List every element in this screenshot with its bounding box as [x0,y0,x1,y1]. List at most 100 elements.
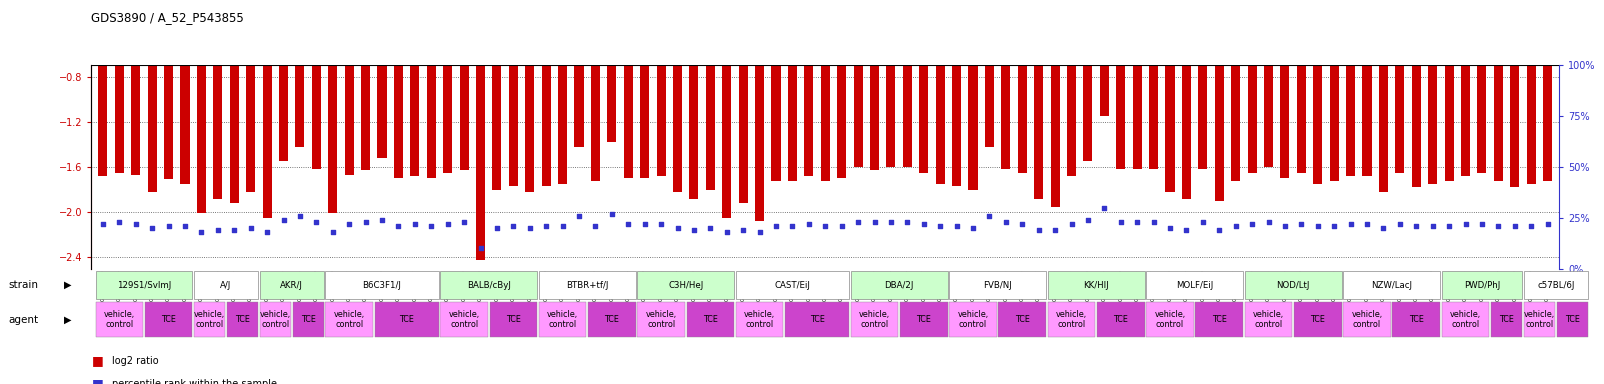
Point [1059,221,1084,227]
Point [1485,223,1511,229]
Point [1027,227,1052,233]
Text: CAST/EiJ: CAST/EiJ [775,281,810,290]
Bar [1248,0,1256,173]
Point [977,213,1002,219]
Bar [706,0,715,190]
Point [419,223,444,229]
Bar [1343,271,1440,299]
Text: C3H/HeJ: C3H/HeJ [669,281,703,290]
Bar [377,0,387,158]
Point [911,221,937,227]
Bar [953,0,961,186]
Point [385,223,411,229]
Bar [1019,0,1027,173]
Point [1288,221,1314,227]
Bar [1264,0,1274,167]
Point [1370,225,1395,231]
Text: vehicle,
control: vehicle, control [194,310,225,329]
Point [730,227,755,233]
Text: vehicle,
control: vehicle, control [104,310,135,329]
Bar [869,0,879,170]
Bar [1214,0,1224,201]
Text: vehicle,
control: vehicle, control [645,310,677,329]
Point [1009,221,1035,227]
Point [895,219,921,225]
Bar [1100,0,1108,116]
Bar [476,0,484,260]
Bar [1035,0,1043,199]
Text: vehicle,
control: vehicle, control [1155,310,1185,329]
Text: vehicle,
control: vehicle, control [1524,310,1554,329]
Bar [1051,0,1060,207]
Bar [1198,0,1208,169]
Point [468,245,494,252]
Bar [919,0,929,173]
Text: TCE: TCE [916,315,932,324]
Bar [608,0,616,142]
Bar [998,302,1046,337]
Point [1124,219,1150,225]
Text: TCE: TCE [1113,315,1128,324]
Bar [772,0,781,180]
Bar [439,271,537,299]
Bar [395,0,403,178]
Point [451,219,476,225]
Text: TCE: TCE [1500,315,1514,324]
Text: KK/HIJ: KK/HIJ [1083,281,1108,290]
Text: 129S1/SvImJ: 129S1/SvImJ [117,281,172,290]
Bar [1245,271,1341,299]
Bar [590,0,600,180]
Bar [197,0,205,214]
Text: DBA/2J: DBA/2J [884,281,914,290]
Bar [736,271,849,299]
Bar [935,0,945,184]
Point [1453,221,1479,227]
Text: BALB/cByJ: BALB/cByJ [467,281,510,290]
Bar [427,0,436,178]
Text: TCE: TCE [160,315,176,324]
Text: vehicle,
control: vehicle, control [744,310,775,329]
Bar [1245,302,1293,337]
Bar [194,302,225,337]
Point [1436,223,1461,229]
Point [714,229,739,235]
Point [500,223,526,229]
Point [664,225,690,231]
Point [90,221,115,227]
Bar [1314,0,1322,184]
Bar [443,0,452,173]
Point [435,221,460,227]
Bar [1395,0,1405,173]
Bar [850,302,898,337]
Bar [460,0,468,170]
Bar [722,0,731,218]
Bar [1362,0,1371,176]
Bar [1294,302,1341,337]
Point [124,221,149,227]
Bar [969,0,977,190]
Point [189,229,215,235]
Point [747,229,773,235]
Bar [637,302,685,337]
Bar [132,0,140,175]
Point [566,213,592,219]
Text: strain: strain [8,280,38,290]
Text: TCE: TCE [605,315,619,324]
Bar [690,0,698,199]
Bar [1296,0,1306,173]
Point [156,223,181,229]
Bar [489,302,537,337]
Point [943,223,969,229]
Bar [361,0,371,170]
Text: vehicle,
control: vehicle, control [1352,310,1383,329]
Text: FVB/NJ: FVB/NJ [983,281,1012,290]
Bar [1001,0,1011,169]
Point [1240,221,1266,227]
Point [1272,223,1298,229]
Bar [950,271,1046,299]
Bar [279,0,289,161]
Bar [887,0,895,167]
Bar [1461,0,1469,176]
Point [205,227,231,233]
Text: vehicle,
control: vehicle, control [860,310,890,329]
